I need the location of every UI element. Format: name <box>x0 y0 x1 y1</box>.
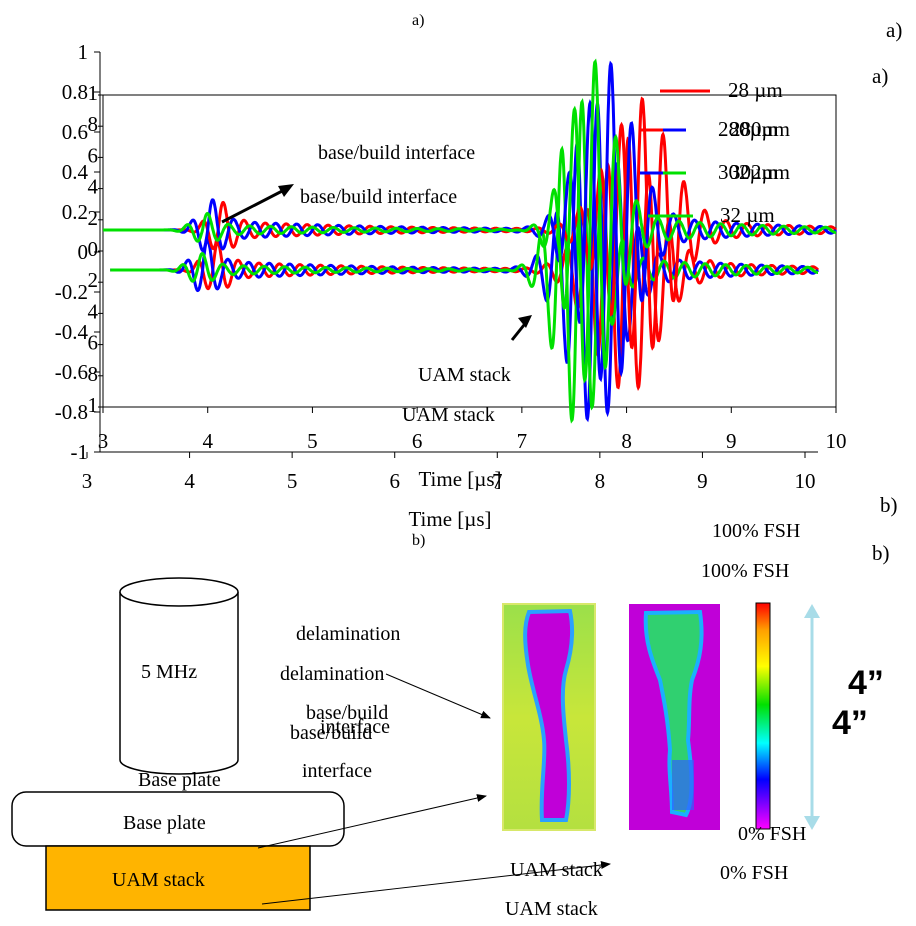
outer-y-tick-label: 0.2 <box>62 200 88 224</box>
panel-label-a-small: a) <box>412 12 425 29</box>
panel-label-b-small: b) <box>412 532 426 549</box>
inner-y-tick-label: 4 <box>88 299 99 323</box>
fsh-0-ghost-label: 0% FSH <box>720 862 789 884</box>
size-label: 4” <box>848 664 884 702</box>
uam-stack-scan-label-1: UAM stack <box>510 859 603 881</box>
outer-y-tick-label: 0 <box>78 240 89 264</box>
inner-y-tick-label: 1 <box>88 393 99 417</box>
inner-x-axis-label: Time [µs] <box>418 467 501 491</box>
arrow-base-build-head <box>278 184 294 197</box>
inner-y-tick-label: 4 <box>88 175 99 199</box>
outer-y-tick-label: 0.8 <box>62 80 88 104</box>
leader-delamination <box>385 673 491 719</box>
outer-x-tick-label: 7 <box>492 469 503 493</box>
base-plate-ghost-label: Base plate <box>138 769 221 791</box>
inner-x-tick-label: 7 <box>517 429 528 453</box>
inner-y-tick-label: 2 <box>88 206 99 230</box>
arrow-base-build <box>221 186 289 224</box>
base-plate-label: Base plate <box>123 812 206 834</box>
outer-x-tick-label: 6 <box>389 469 400 493</box>
inner-x-tick-label: 10 <box>826 429 847 453</box>
panel-label-b: b) <box>880 493 898 517</box>
outer-y-tick-label: -0.4 <box>55 320 89 344</box>
inner-x-tick-label: 8 <box>621 429 632 453</box>
inner-x-tick-label: 9 <box>726 429 737 453</box>
scan-image-uam-stack <box>629 604 720 830</box>
outer-y-tick-label: -0.6 <box>55 360 88 384</box>
panel-label-b-ghost: b) <box>872 541 890 565</box>
annotation-uam-stack-1: UAM stack <box>418 364 511 386</box>
outer-y-tick-label: 0.4 <box>62 160 89 184</box>
outer-x-tick-label: 10 <box>795 469 816 493</box>
transducer <box>119 577 239 775</box>
uam-stack-scan-label-2: UAM stack <box>505 898 598 920</box>
waveform-chart: 10.80.60.40.20-0.2-0.4-0.6-0.8-13 4 5 6 7 8 9 1… <box>55 40 847 530</box>
annotation-base-build-line2: base/build interface <box>300 186 458 208</box>
leader-interface <box>257 794 487 849</box>
inner-y-tick-label: 6 <box>88 331 99 355</box>
legend-label: 302µm <box>718 160 778 184</box>
leader-uam-stack <box>261 861 611 905</box>
base-build-label-2: base/build <box>290 722 373 744</box>
outer-x-tick-label: 4 <box>184 469 195 493</box>
series-line-inner-3 <box>103 58 836 384</box>
legend-label: 280µm <box>730 117 790 141</box>
outer-x-tick-label: 3 <box>82 469 93 493</box>
legend-label: 32 µm <box>720 203 775 227</box>
uam-stack-block <box>45 845 311 911</box>
chart-annotations <box>221 184 532 341</box>
inner-x-tick-label: 3 <box>98 429 109 453</box>
outer-x-tick-label: 8 <box>595 469 606 493</box>
outer-x-axis-label: Time [µs] <box>408 507 491 530</box>
inner-y-tick-label: 6 <box>88 143 99 167</box>
inner-x-tick-label: 6 <box>412 429 423 453</box>
inner-y-tick-label: 8 <box>88 112 99 136</box>
legend-label: 302µm <box>730 160 790 184</box>
interface-label-2: interface <box>302 760 372 782</box>
outer-y-tick-label: -0.2 <box>55 280 88 304</box>
fsh-100-ghost-label: 100% FSH <box>701 560 790 582</box>
outer-y-tick-label: 1 <box>78 40 89 64</box>
inner-y-tick-label: 1 <box>88 81 99 105</box>
series-line-outer-1 <box>110 136 820 392</box>
inner-y-tick-label: 0 <box>88 237 99 261</box>
chart-axes: 10.80.60.40.20-0.2-0.4-0.6-0.8-13 4 5 6 7 8 9 1… <box>55 40 847 530</box>
delamination-ghost-label: delamination <box>280 663 385 685</box>
inner-y-tick-label: 8 <box>88 362 99 386</box>
size-ghost-label: 4” <box>832 704 868 742</box>
fsh-100-label: 100% FSH <box>712 520 801 542</box>
outer-y-tick-label: -0.8 <box>55 400 88 424</box>
legend-label: 28 µm <box>728 78 783 102</box>
outer-x-tick-label: 9 <box>697 469 708 493</box>
base-build-label-1: base/build <box>306 702 389 724</box>
transducer-label: 5 MHz <box>141 661 198 683</box>
inner-x-tick-label: 5 <box>307 429 318 453</box>
inner-y-tick-label: 2 <box>88 268 99 292</box>
scan-image-interface <box>502 603 596 831</box>
setup-diagram <box>11 577 820 911</box>
legend-label: 280µm <box>718 117 778 141</box>
chart-series <box>103 58 838 424</box>
interface-label-1: interface <box>320 716 390 738</box>
panel-label-a: a) <box>886 18 903 42</box>
series-line-outer-2 <box>110 100 820 423</box>
series-line-outer-3 <box>110 98 818 424</box>
color-scale-bar <box>755 602 771 830</box>
fsh-0-label: 0% FSH <box>738 823 807 845</box>
uam-stack-block-label: UAM stack <box>112 869 205 891</box>
outer-x-tick-label: 5 <box>287 469 298 493</box>
panel-label-a-ghost: a) <box>872 64 889 88</box>
outer-y-tick-label: 0.6 <box>62 120 88 144</box>
arrow-uam-stack-head <box>518 315 532 328</box>
annotation-uam-stack-2: UAM stack <box>402 404 495 426</box>
inner-x-tick-label: 4 <box>202 429 213 453</box>
outer-y-tick-label: -1 <box>71 440 89 464</box>
size-arrow <box>804 604 820 830</box>
delamination-label: delamination <box>296 623 401 645</box>
annotation-base-build-line1: base/build interface <box>318 142 476 164</box>
